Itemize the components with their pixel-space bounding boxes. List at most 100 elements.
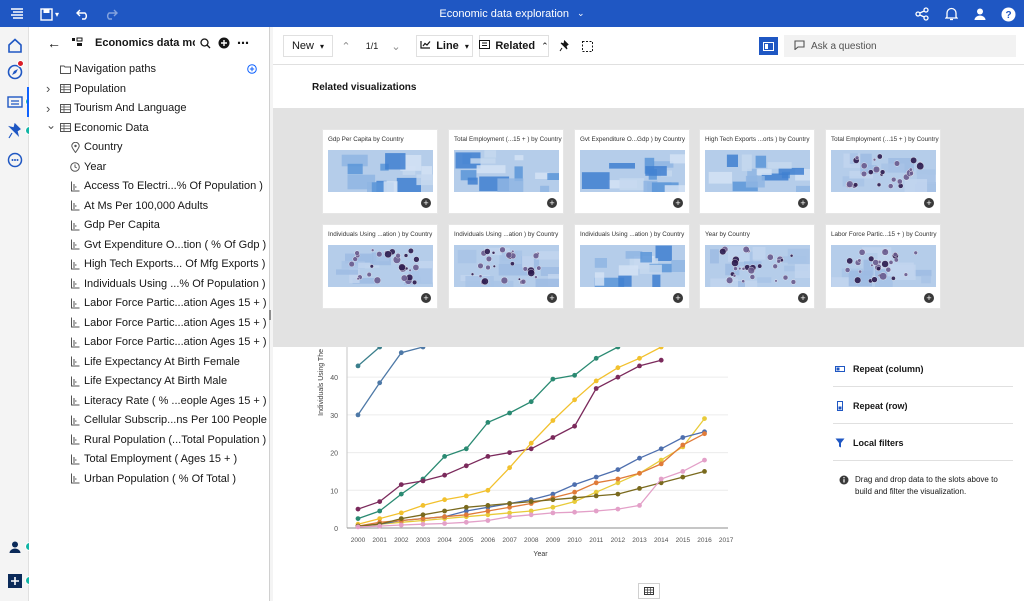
redo-icon[interactable] [101,4,121,24]
add-visualization-icon[interactable]: + [547,293,557,303]
focus-icon[interactable] [580,35,594,57]
data-point[interactable] [485,420,491,425]
data-point[interactable] [572,489,577,495]
data-point[interactable] [463,463,469,469]
data-point[interactable] [702,457,707,463]
data-point[interactable] [355,363,361,369]
data-point[interactable] [398,350,404,356]
panel-splitter[interactable] [269,310,271,320]
line-chart[interactable]: 0 10 20 30 40 2000 2001 2002 2003 2004 2005 2006 200… [273,347,823,601]
data-point[interactable] [572,495,577,501]
data-point[interactable] [507,504,512,510]
related-visualization-card[interactable]: Individuals Using ...ation ) by Country + [574,224,690,309]
data-point[interactable] [658,446,664,452]
related-visualization-card[interactable]: Total Employment (...15 + ) by Country + [825,129,941,214]
back-arrow-icon[interactable]: ← [47,35,61,51]
add-icon[interactable] [4,570,34,592]
data-point[interactable] [398,491,404,497]
tree-item-country[interactable]: Country [29,138,269,156]
data-point[interactable] [550,497,556,503]
series-line[interactable] [357,347,619,520]
tree-item-literacy-rate-eople-ages-15[interactable]: Literacy Rate ( % ...eople Ages 15 + ) [29,392,269,410]
ask-question-input[interactable]: Ask a question [784,35,1016,57]
data-point[interactable] [528,399,534,405]
data-point[interactable] [507,465,512,471]
pin-icon[interactable] [4,120,34,142]
tree-item-gvt-expenditure-o-tion-of-gdp[interactable]: Gvt Expenditure O...tion ( % Of Gdp ) [29,236,269,254]
data-point[interactable] [377,516,383,521]
data-point[interactable] [702,469,707,474]
data-point[interactable] [615,476,621,482]
data-point[interactable] [593,386,599,391]
data-point[interactable] [420,347,426,350]
data-point[interactable] [485,454,491,459]
data-point[interactable] [680,435,686,440]
data-point[interactable] [463,493,469,499]
account-icon[interactable] [4,536,34,558]
data-point[interactable] [377,499,383,504]
data-point[interactable] [485,508,491,514]
data-point[interactable] [593,508,599,514]
pin-icon[interactable] [557,35,571,57]
related-visualization-card[interactable]: Gdp Per Capita by Country + [322,129,438,214]
data-point[interactable] [463,504,469,510]
related-button[interactable]: Related ⌃ [479,35,549,57]
data-point[interactable] [615,347,621,350]
overflow-menu-icon[interactable]: ⋯ [237,36,249,50]
related-visualization-card[interactable]: Labor Force Partic...15 + ) by Country + [825,224,941,309]
search-icon[interactable] [198,36,212,50]
related-visualization-card[interactable]: Individuals Using ...ation ) by Country + [448,224,564,309]
tree-item-economic-data[interactable]: ⌄ Economic Data [29,118,269,137]
data-point[interactable] [485,512,491,518]
add-visualization-icon[interactable]: + [421,293,431,303]
data-point[interactable] [658,457,664,463]
chevron-right-icon[interactable]: › [46,100,51,116]
save-icon[interactable] [36,4,56,24]
data-point[interactable] [658,347,664,350]
new-button[interactable]: New ▾ [283,35,333,57]
chart-type-dropdown[interactable]: Line ▾ [416,35,473,57]
add-visualization-icon[interactable]: + [547,198,557,208]
tree-item-year[interactable]: Year [29,158,269,176]
data-point[interactable] [593,489,599,495]
related-visualization-card[interactable]: Individuals Using ...ation ) by Country + [322,224,438,309]
data-point[interactable] [550,491,556,497]
data-point[interactable] [420,516,426,521]
data-point[interactable] [615,374,621,380]
data-point[interactable] [463,508,469,514]
data-point[interactable] [680,442,686,448]
report-title[interactable]: Economic data exploration ⌄ [0,0,1024,27]
data-point[interactable] [485,518,491,523]
data-point[interactable] [550,510,556,516]
menu-icon[interactable] [7,4,27,24]
related-visualization-card[interactable]: Total Employment (...15 + ) by Country + [448,129,564,214]
notification-icon[interactable] [941,4,961,24]
series-line[interactable] [357,359,662,510]
data-point[interactable] [398,510,404,516]
data-point[interactable] [637,486,642,491]
data-point[interactable] [550,504,556,510]
related-visualization-card[interactable]: Gvt Expenditure O...Gdp ) by Country + [574,129,690,214]
data-point[interactable] [528,440,534,446]
data-point[interactable] [398,522,404,528]
data-point[interactable] [615,491,621,497]
add-visualization-icon[interactable]: + [798,293,808,303]
data-point[interactable] [420,478,426,484]
add-visualization-icon[interactable]: + [798,198,808,208]
save-menu-chevron-icon[interactable]: ▾ [54,9,59,19]
data-point[interactable] [680,474,686,480]
home-icon[interactable] [4,34,26,56]
add-visualization-icon[interactable]: + [673,198,683,208]
data-point[interactable] [528,499,534,504]
data-point[interactable] [680,469,686,474]
data-point[interactable] [463,512,469,518]
data-point[interactable] [442,472,447,478]
tree-item-tourism-and-language[interactable]: › Tourism And Language [29,99,269,117]
tree-item-labor-force-partic-ation-ages-15[interactable]: Labor Force Partic...ation Ages 15 + ) [29,294,269,312]
data-point[interactable] [550,418,556,423]
data-point[interactable] [637,363,642,369]
add-visualization-icon[interactable]: + [673,293,683,303]
data-point[interactable] [442,497,447,503]
data-point[interactable] [420,521,426,527]
data-point[interactable] [420,512,426,518]
